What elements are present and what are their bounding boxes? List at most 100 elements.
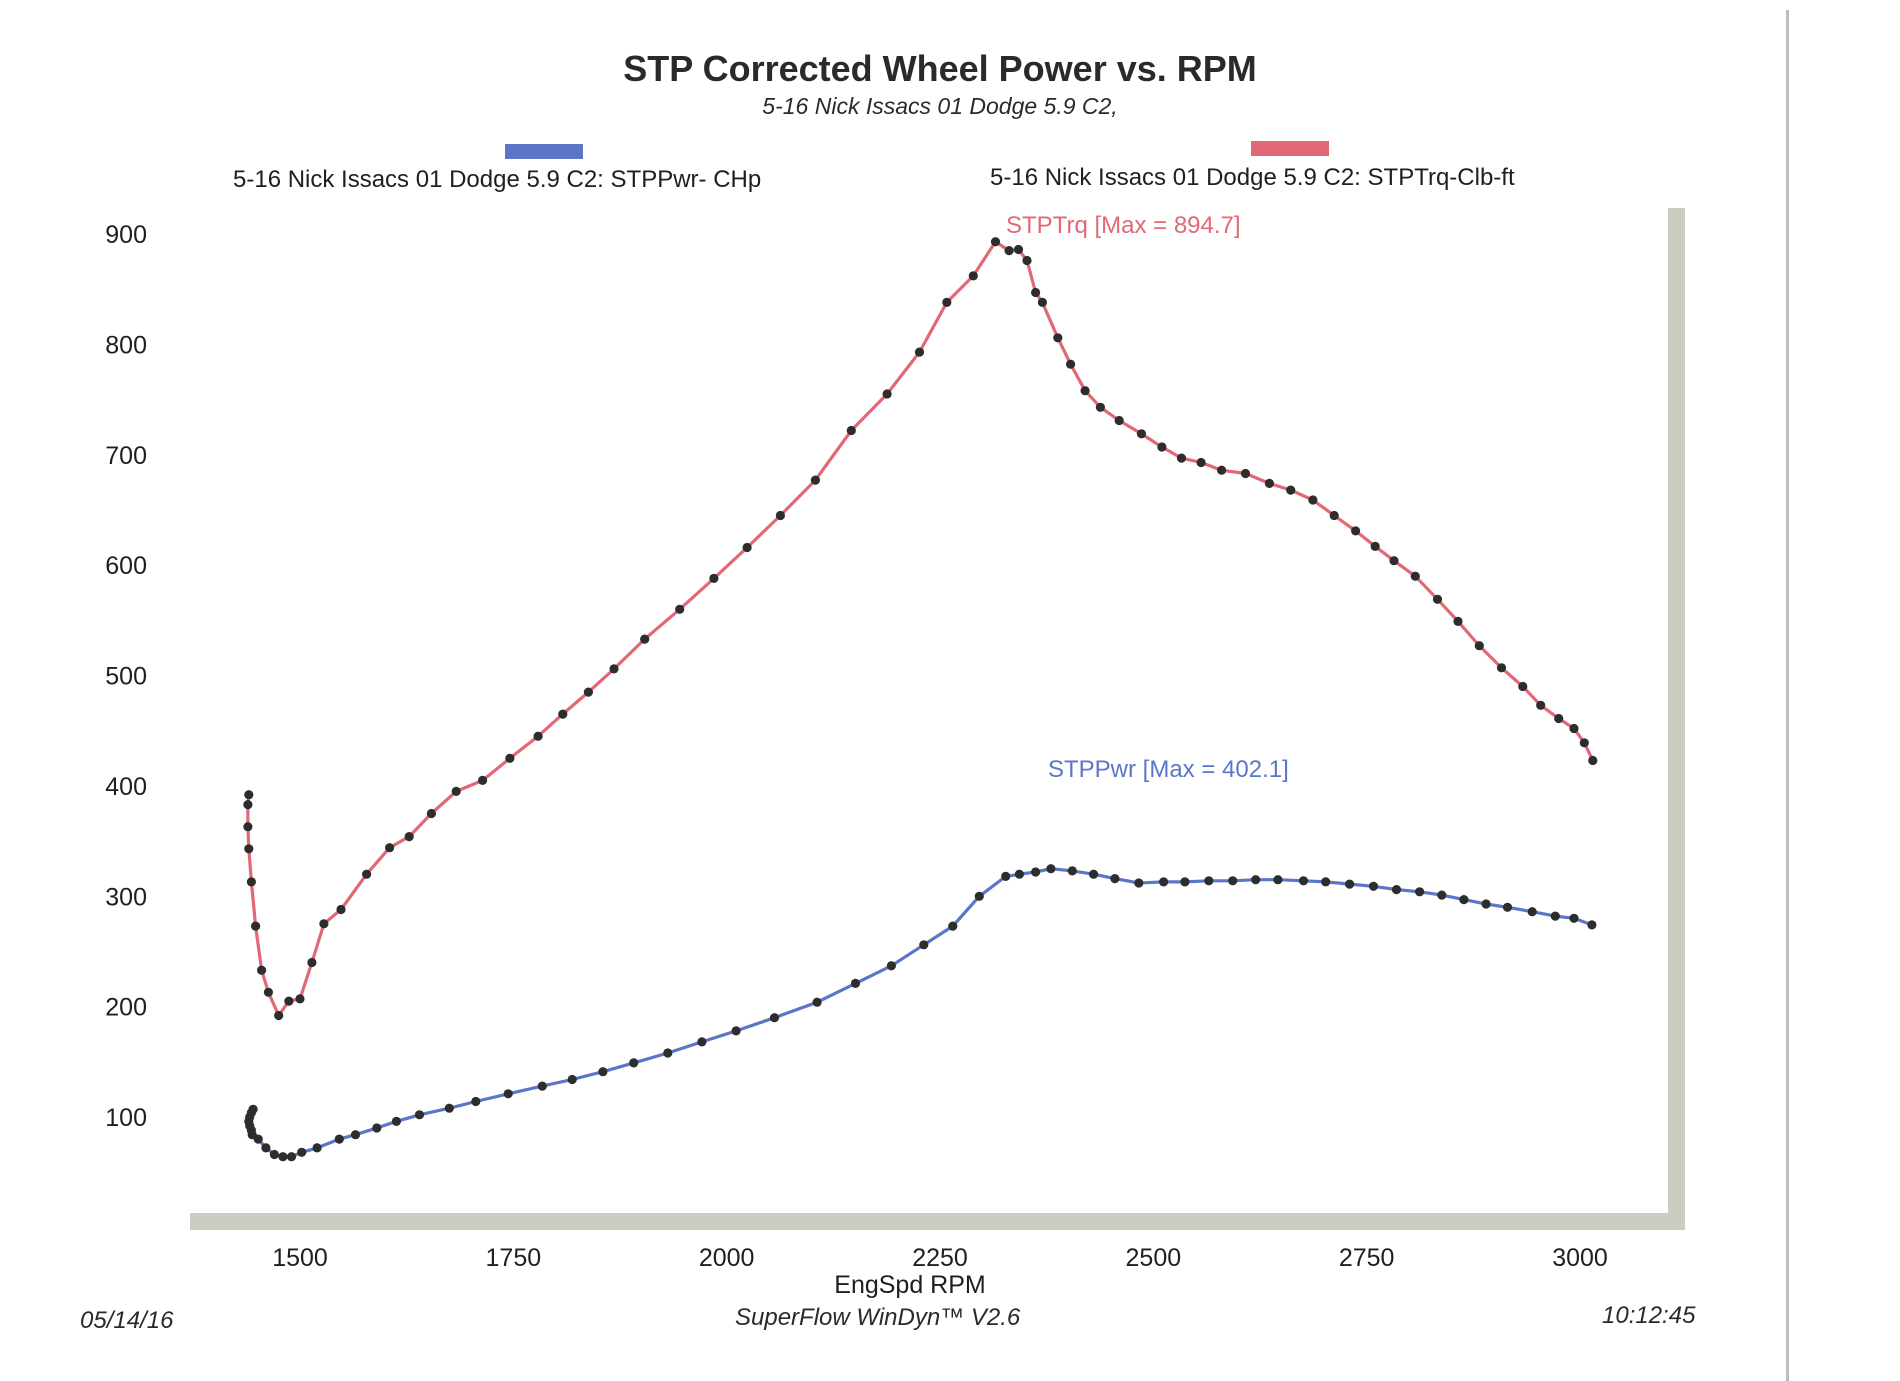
data-point-stppwr <box>1502 902 1513 912</box>
data-point-stptrq <box>1095 402 1105 412</box>
y-tick-label: 800 <box>105 331 147 359</box>
data-point-stptrq <box>1157 442 1167 452</box>
data-point-stppwr <box>1228 876 1238 886</box>
data-point-stppwr <box>948 921 958 931</box>
data-point-stptrq <box>675 604 685 614</box>
y-tick-label: 100 <box>105 1104 147 1132</box>
data-point-stppwr <box>567 1074 577 1085</box>
annotation-stptrq: STPTrq [Max = 894.7] <box>1006 212 1241 239</box>
data-point-stppwr <box>1437 890 1447 900</box>
plot-right-border <box>1668 208 1685 1230</box>
data-point-stppwr <box>350 1130 361 1140</box>
data-point-stppwr <box>253 1134 263 1144</box>
data-point-stptrq <box>1136 429 1146 439</box>
data-point-stppwr <box>697 1037 707 1047</box>
data-point-stppwr <box>1067 866 1077 876</box>
data-point-stppwr <box>414 1110 425 1120</box>
data-point-stptrq <box>362 869 372 879</box>
data-point-stppwr <box>1527 907 1537 917</box>
y-tick-label: 900 <box>105 221 147 249</box>
data-point-stptrq <box>1389 556 1399 566</box>
data-point-stppwr <box>297 1147 307 1157</box>
data-point-stptrq <box>1196 457 1206 468</box>
data-point-stptrq <box>1066 359 1076 369</box>
data-point-stppwr <box>1481 899 1491 909</box>
data-point-stptrq <box>583 687 594 697</box>
data-point-stptrq <box>319 919 329 929</box>
data-point-stppwr <box>598 1067 608 1077</box>
y-tick-label: 300 <box>105 883 147 911</box>
x-tick-label: 2000 <box>699 1244 755 1272</box>
data-point-stptrq <box>336 904 346 915</box>
data-point-stptrq <box>810 475 821 485</box>
legend-swatch-power <box>505 144 583 159</box>
chart-title: STP Corrected Wheel Power vs. RPM <box>623 48 1257 89</box>
data-point-stppwr <box>1110 874 1120 884</box>
data-point-stptrq <box>558 709 568 719</box>
data-point-stptrq <box>1579 738 1589 748</box>
data-point-stptrq <box>1554 713 1564 724</box>
data-point-stppwr <box>372 1123 382 1133</box>
data-point-stppwr <box>812 997 822 1007</box>
data-point-stppwr <box>1368 881 1379 891</box>
data-point-stppwr <box>1046 864 1056 874</box>
data-point-stptrq <box>251 921 261 931</box>
data-point-stptrq <box>609 664 619 674</box>
x-tick-label: 2500 <box>1126 1244 1182 1272</box>
data-point-stptrq <box>1240 468 1251 479</box>
data-point-stppwr <box>537 1081 547 1091</box>
footer-time: 10:12:45 <box>1602 1302 1696 1329</box>
data-point-stptrq <box>1569 723 1579 734</box>
y-tick-label: 200 <box>105 994 147 1022</box>
data-point-stptrq <box>284 996 294 1006</box>
data-point-stppwr <box>731 1026 741 1036</box>
data-point-stptrq <box>775 510 786 521</box>
data-point-stptrq <box>1496 663 1507 673</box>
data-point-stptrq <box>246 877 256 887</box>
data-point-stptrq <box>1013 244 1024 255</box>
data-point-stppwr <box>663 1048 673 1058</box>
data-point-stppwr <box>286 1152 297 1162</box>
data-point-stppwr <box>850 978 861 989</box>
x-tick-label: 1750 <box>486 1244 542 1272</box>
footer-date: 05/14/16 <box>80 1307 174 1334</box>
data-point-stppwr <box>269 1149 279 1160</box>
x-tick-label: 3000 <box>1552 1244 1608 1272</box>
data-point-stptrq <box>1351 526 1361 536</box>
data-point-stptrq <box>1308 495 1318 505</box>
data-point-stptrq <box>1114 415 1124 426</box>
data-point-stppwr <box>471 1096 481 1107</box>
data-point-stppwr <box>769 1013 780 1023</box>
data-point-stppwr <box>1391 885 1402 895</box>
data-point-stptrq <box>1217 465 1227 475</box>
data-point-stptrq <box>1410 571 1420 581</box>
data-point-stptrq <box>385 843 395 853</box>
data-point-stptrq <box>990 237 1001 247</box>
legend-swatch-torque <box>1251 141 1329 156</box>
x-tick-label: 2250 <box>912 1244 968 1272</box>
data-point-stptrq <box>1286 485 1296 495</box>
y-tick-label: 500 <box>105 663 147 691</box>
data-point-stppwr <box>1251 875 1261 885</box>
data-point-stppwr <box>261 1143 271 1153</box>
data-point-stptrq <box>968 271 978 281</box>
data-point-stppwr <box>1089 869 1099 879</box>
data-point-stppwr <box>1587 920 1597 930</box>
data-point-stppwr <box>503 1089 513 1099</box>
data-point-stptrq <box>1264 478 1274 488</box>
data-point-stppwr <box>1159 877 1169 887</box>
data-point-stptrq <box>1031 287 1041 298</box>
data-point-stptrq <box>1004 246 1014 256</box>
series-line-stppwr <box>247 867 1594 1159</box>
data-point-stppwr <box>334 1134 344 1144</box>
data-point-stppwr <box>1014 869 1024 879</box>
data-point-stptrq <box>1453 616 1463 627</box>
data-point-stptrq <box>426 808 436 819</box>
data-point-stptrq <box>307 957 317 968</box>
data-point-stptrq <box>243 822 253 832</box>
data-point-stppwr <box>1001 871 1011 882</box>
data-point-stppwr <box>629 1058 639 1068</box>
y-tick-label: 400 <box>105 773 147 801</box>
chart-subtitle: 5-16 Nick Issacs 01 Dodge 5.9 C2, <box>762 93 1118 119</box>
data-point-stptrq <box>882 389 892 399</box>
